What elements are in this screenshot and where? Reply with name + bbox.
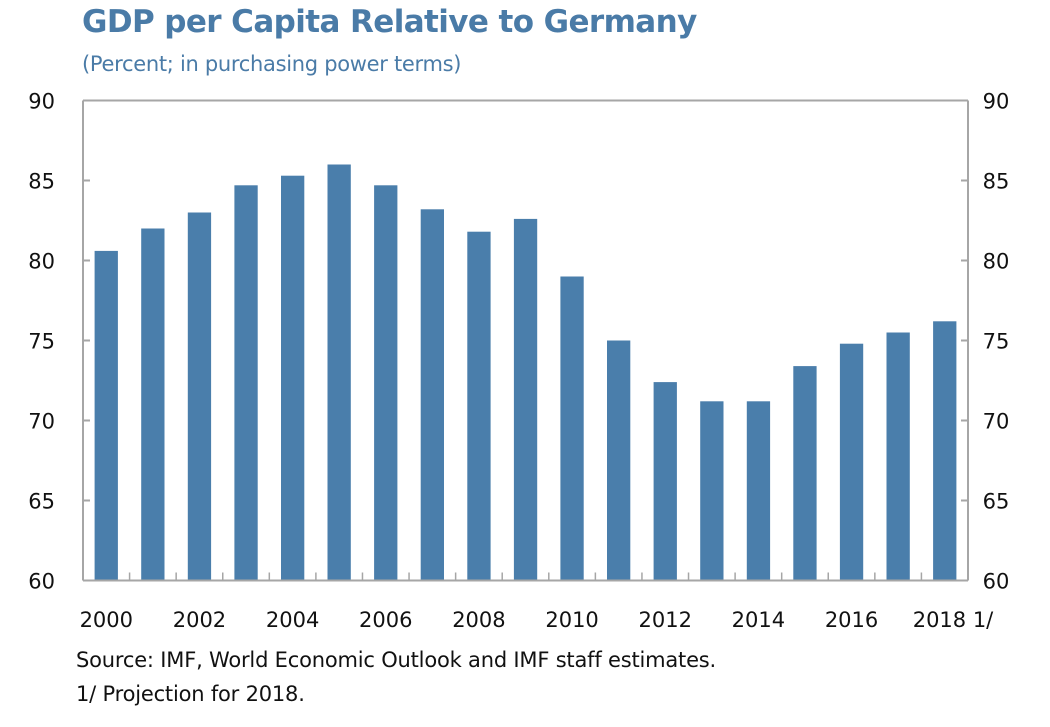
bar-2007 — [420, 209, 444, 581]
x-axis-labels: 2000 2002 2004 2006 2008 2010 2012 2014 2016 2018… — [80, 608, 995, 632]
y-tick-label-left: 65 — [28, 490, 55, 514]
axes-group — [82, 99, 969, 582]
chart-subtitle: (Percent; in purchasing power terms) — [82, 52, 462, 76]
bar-2004 — [281, 175, 305, 581]
x-tick-label: 2004 — [266, 608, 319, 632]
x-tick-label: 2002 — [173, 608, 226, 632]
bar-2016 — [839, 343, 864, 581]
bar-2017 — [886, 332, 910, 581]
bar-2013 — [700, 401, 724, 581]
y-tick-label-right: 70 — [983, 410, 1010, 434]
x-tick-label: 2000 — [80, 608, 133, 632]
bar-2018 — [933, 321, 957, 581]
y-tick-label-left: 85 — [28, 170, 55, 194]
y-axis-right-labels: 60 65 70 75 80 85 90 — [983, 90, 1010, 594]
y-tick-label-left: 70 — [28, 410, 55, 434]
bars-group — [94, 164, 957, 581]
bar-2009 — [513, 218, 538, 581]
bar-2008 — [467, 231, 491, 581]
bar-2005 — [327, 164, 351, 581]
y-tick-label-left: 80 — [28, 250, 55, 274]
y-tick-label-right: 80 — [983, 250, 1010, 274]
y-tick-label-right: 85 — [983, 170, 1010, 194]
x-tick-label: 2012 — [639, 608, 692, 632]
chart-title: GDP per Capita Relative to Germany — [82, 4, 697, 40]
x-tick-label: 2018 1/ — [913, 608, 994, 632]
x-tick-label: 2010 — [545, 608, 598, 632]
x-tick-label: 2006 — [359, 608, 412, 632]
bar-2002 — [187, 212, 212, 581]
bar-2003 — [234, 185, 258, 581]
bar-2001 — [141, 228, 165, 581]
y-tick-label-left: 90 — [28, 90, 55, 114]
bar-2000 — [94, 250, 118, 581]
y-tick-label-right: 75 — [983, 330, 1010, 354]
x-tick-label: 2008 — [452, 608, 505, 632]
bar-2015 — [793, 366, 817, 581]
footnote: 1/ Projection for 2018. — [76, 682, 305, 706]
bar-2010 — [560, 276, 584, 581]
y-tick-label-left: 60 — [28, 570, 55, 594]
y-tick-label-right: 60 — [983, 570, 1010, 594]
y-tick-label-left: 75 — [28, 330, 55, 354]
bar-2011 — [607, 340, 631, 581]
y-tick-label-right: 65 — [983, 490, 1010, 514]
y-tick-label-right: 90 — [983, 90, 1010, 114]
source-note: Source: IMF, World Economic Outlook and … — [76, 648, 717, 672]
bar-2006 — [374, 185, 398, 581]
x-tick-label: 2016 — [825, 608, 878, 632]
y-axis-left-labels: 60 65 70 75 80 85 90 — [28, 90, 55, 594]
bar-2014 — [746, 401, 771, 581]
bar-2012 — [653, 382, 677, 581]
x-tick-label: 2014 — [732, 608, 785, 632]
